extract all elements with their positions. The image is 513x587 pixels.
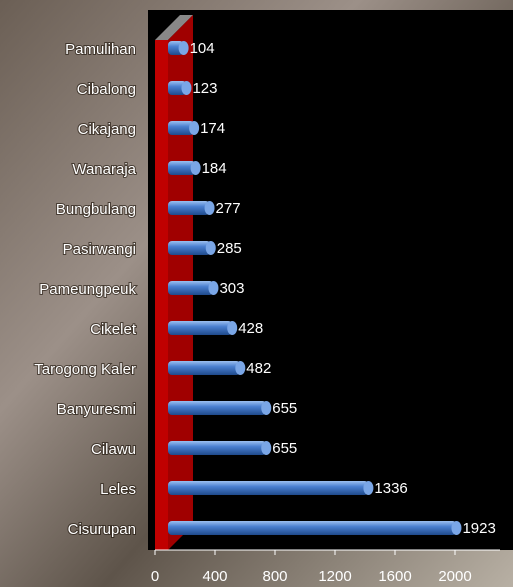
- bar-cap: [261, 401, 272, 415]
- bar: [168, 201, 210, 215]
- bar-cap: [181, 81, 192, 95]
- y-tick-label: Bungbulang: [56, 201, 136, 218]
- y-tick-label: Tarogong Kaler: [34, 361, 136, 378]
- wall-top: [155, 15, 193, 40]
- bar: [168, 481, 369, 495]
- value-label: 104: [190, 40, 215, 57]
- y-tick-label: Pasirwangi: [63, 241, 136, 258]
- y-tick-label: Cikelet: [90, 321, 137, 338]
- bar-cap: [227, 321, 238, 335]
- bar: [168, 321, 233, 335]
- value-label: 655: [272, 400, 297, 417]
- bar-cap: [204, 201, 215, 215]
- bar: [168, 121, 195, 135]
- y-tick-label: Cibalong: [77, 81, 136, 98]
- bar-cap: [178, 41, 189, 55]
- wall: [155, 40, 168, 550]
- bar-cap: [363, 481, 374, 495]
- y-tick-label: Cisurupan: [68, 521, 136, 538]
- bar-cap: [189, 121, 200, 135]
- bar: [168, 81, 187, 95]
- bar: [168, 361, 241, 375]
- value-label: 1923: [462, 520, 495, 537]
- x-tick-label: 400: [202, 568, 227, 585]
- bar-cap: [190, 161, 201, 175]
- value-label: 428: [238, 320, 263, 337]
- bar: [168, 241, 211, 255]
- y-tick-label: Wanaraja: [72, 161, 136, 178]
- x-tick-label: 800: [262, 568, 287, 585]
- value-label: 655: [272, 440, 297, 457]
- plot-area: [148, 10, 513, 550]
- y-tick-label: Pameungpeuk: [39, 281, 136, 298]
- bar: [168, 281, 214, 295]
- value-label: 277: [216, 200, 241, 217]
- bar: [168, 441, 267, 455]
- y-tick-label: Cikajang: [78, 121, 136, 138]
- bar: [168, 161, 196, 175]
- x-tick-label: 1200: [318, 568, 351, 585]
- y-tick-label: Pamulihan: [65, 41, 136, 58]
- y-tick-label: Leles: [100, 481, 136, 498]
- value-label: 482: [246, 360, 271, 377]
- value-label: 303: [219, 280, 244, 297]
- bar-cap: [451, 521, 462, 535]
- bar-cap: [261, 441, 272, 455]
- value-label: 184: [202, 160, 227, 177]
- value-label: 1336: [374, 480, 407, 497]
- value-label: 123: [192, 80, 217, 97]
- bar-cap: [205, 241, 216, 255]
- value-label: 285: [217, 240, 242, 257]
- bar: [168, 401, 267, 415]
- bar-cap: [235, 361, 246, 375]
- bar-cap: [208, 281, 219, 295]
- bar: [168, 521, 457, 535]
- y-tick-label: Banyuresmi: [57, 401, 136, 418]
- value-label: 174: [200, 120, 225, 137]
- x-tick-label: 2000: [438, 568, 471, 585]
- y-tick-label: Cilawu: [91, 441, 136, 458]
- x-tick-label: 1600: [378, 568, 411, 585]
- x-tick-label: 0: [151, 568, 159, 585]
